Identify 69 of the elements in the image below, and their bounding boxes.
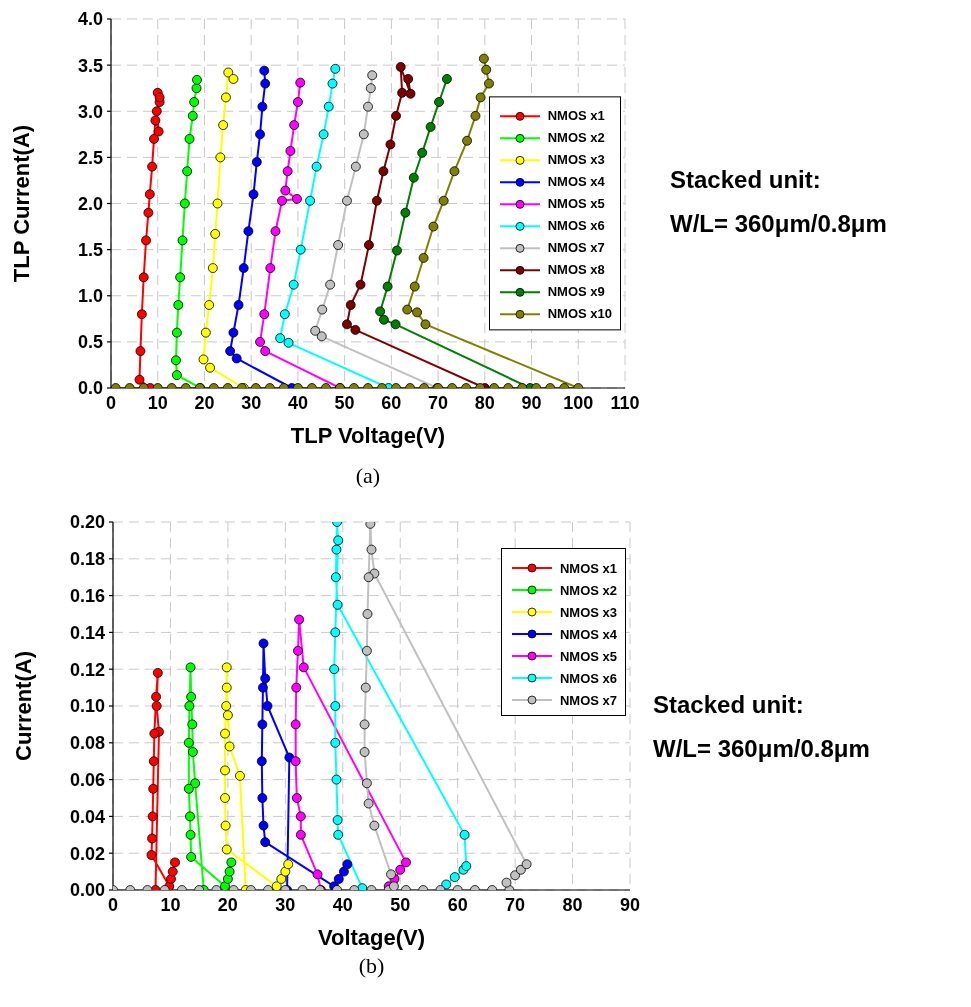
legend-label: NMOS x4 xyxy=(559,626,617,642)
text: Stacked unit: xyxy=(670,165,822,195)
x-tick-label: 70 xyxy=(505,894,526,915)
legend-label: NMOS x8 xyxy=(547,262,605,278)
x-tick-label: 100 xyxy=(563,392,594,413)
y-tick-label: 0.16 xyxy=(69,585,105,606)
x-tick-label: 110 xyxy=(610,392,640,413)
legend-label: NMOS x1 xyxy=(547,108,605,124)
y-tick-label: 0.0 xyxy=(77,378,103,399)
y-tick-label: 4.0 xyxy=(77,9,103,30)
legend-label: NMOS x3 xyxy=(559,604,617,620)
text: Stacked unit: xyxy=(653,690,805,720)
y-axis-title: Current(A) xyxy=(10,651,36,761)
x-tick-label: 50 xyxy=(334,392,355,413)
y-tick-label: 0.14 xyxy=(69,622,105,643)
legend-label: NMOS x2 xyxy=(559,582,617,598)
x-tick-label: 40 xyxy=(332,894,353,915)
y-tick-label: 0.08 xyxy=(69,733,105,754)
legend-label: NMOS x5 xyxy=(559,648,617,664)
y-tick-label: 3.0 xyxy=(77,101,103,122)
x-tick-label: 90 xyxy=(521,392,542,413)
x-tick-label: 40 xyxy=(287,392,308,413)
text: W/L= 360μm/0.8μm xyxy=(653,734,870,764)
y-tick-label: 0.18 xyxy=(69,549,105,570)
text: W/L= 360μm/0.8μm xyxy=(670,209,887,239)
x-tick-label: 30 xyxy=(275,894,296,915)
text: (a) xyxy=(354,463,382,489)
x-tick-label: 90 xyxy=(619,894,641,915)
legend-label: NMOS x7 xyxy=(547,240,605,256)
x-tick-label: 60 xyxy=(381,392,402,413)
y-tick-label: 0.12 xyxy=(69,659,105,680)
x-tick-label: 0 xyxy=(105,392,117,413)
legend-label: NMOS x9 xyxy=(547,284,605,300)
x-tick-label: 50 xyxy=(390,894,411,915)
x-tick-label: 10 xyxy=(147,392,168,413)
y-tick-label: 2.5 xyxy=(77,147,103,168)
x-tick-label: 30 xyxy=(241,392,262,413)
y-tick-label: 0.02 xyxy=(69,843,105,864)
y-axis-title: TLP Current(A) xyxy=(8,124,34,283)
legend-label: NMOS x5 xyxy=(547,196,605,212)
legend-label: NMOS x6 xyxy=(559,670,617,686)
y-tick-label: 1.5 xyxy=(77,240,103,261)
legend-label: NMOS x1 xyxy=(559,560,617,576)
y-tick-label: 0.5 xyxy=(77,332,103,353)
y-tick-label: 0.06 xyxy=(69,769,105,790)
y-tick-label: 0.04 xyxy=(69,806,105,827)
x-tick-label: 60 xyxy=(447,894,468,915)
y-tick-label: 0.00 xyxy=(69,880,105,901)
x-axis-title: Voltage(V) xyxy=(317,925,426,950)
x-tick-label: 70 xyxy=(428,392,449,413)
legend-label: NMOS x2 xyxy=(547,130,605,146)
legend-label: NMOS x4 xyxy=(547,174,605,190)
legend-label: NMOS x3 xyxy=(547,152,605,168)
x-tick-label: 80 xyxy=(562,894,583,915)
y-tick-label: 2.0 xyxy=(77,193,103,214)
y-tick-label: 0.20 xyxy=(69,512,105,533)
x-axis-title: TLP Voltage(V) xyxy=(290,423,446,448)
legend-label: NMOS x6 xyxy=(547,218,605,234)
y-tick-label: 1.0 xyxy=(77,286,103,307)
x-tick-label: 10 xyxy=(160,894,181,915)
text: (b) xyxy=(357,953,386,979)
x-tick-label: 80 xyxy=(474,392,495,413)
x-tick-label: 0 xyxy=(107,894,119,915)
x-tick-label: 20 xyxy=(194,392,215,413)
x-tick-label: 20 xyxy=(217,894,238,915)
y-tick-label: 0.10 xyxy=(69,696,105,717)
y-tick-label: 3.5 xyxy=(77,55,103,76)
legend-label: NMOS x10 xyxy=(547,306,612,322)
legend-label: NMOS x7 xyxy=(559,692,617,708)
